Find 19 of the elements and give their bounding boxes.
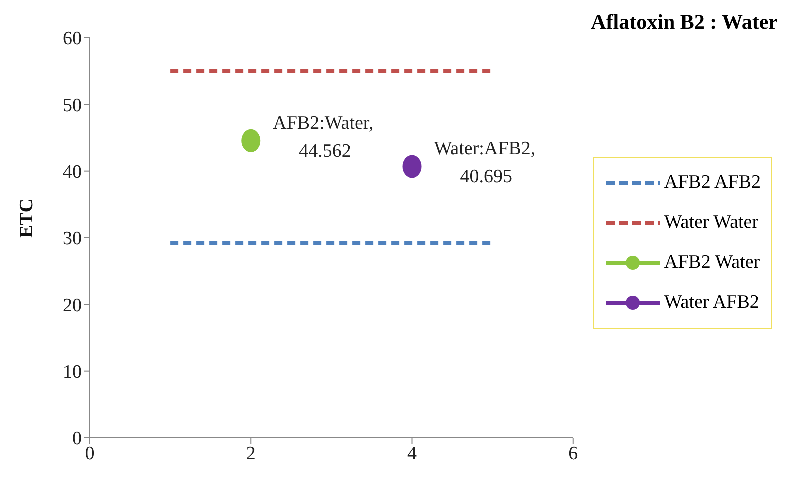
legend-label: AFB2 Water bbox=[664, 252, 760, 274]
y-tick-label: 50 bbox=[63, 95, 82, 116]
legend-label: Water Water bbox=[664, 212, 759, 234]
legend-label: AFB2 AFB2 bbox=[664, 172, 761, 194]
x-tick-label: 0 bbox=[85, 443, 95, 464]
x-tick-label: 4 bbox=[408, 443, 418, 464]
y-tick-label: 0 bbox=[72, 428, 82, 450]
y-tick-label: 40 bbox=[63, 162, 82, 184]
x-tick-label: 2 bbox=[246, 443, 256, 464]
annotation: AFB2:Water, 44.562 bbox=[273, 112, 374, 162]
annotation: Water:AFB2, 40.695 bbox=[434, 138, 536, 188]
y-tick-label: 20 bbox=[63, 295, 82, 316]
text: Aflatoxin B2 : Water bbox=[591, 10, 778, 35]
legend-label: Water AFB2 bbox=[664, 292, 760, 314]
y-tick-label: 60 bbox=[63, 28, 82, 50]
x-tick-label: 6 bbox=[568, 443, 578, 464]
y-tick-label: 10 bbox=[63, 362, 82, 384]
y-axis-title: ETC bbox=[16, 198, 38, 238]
y-tick-label: 30 bbox=[63, 228, 82, 250]
